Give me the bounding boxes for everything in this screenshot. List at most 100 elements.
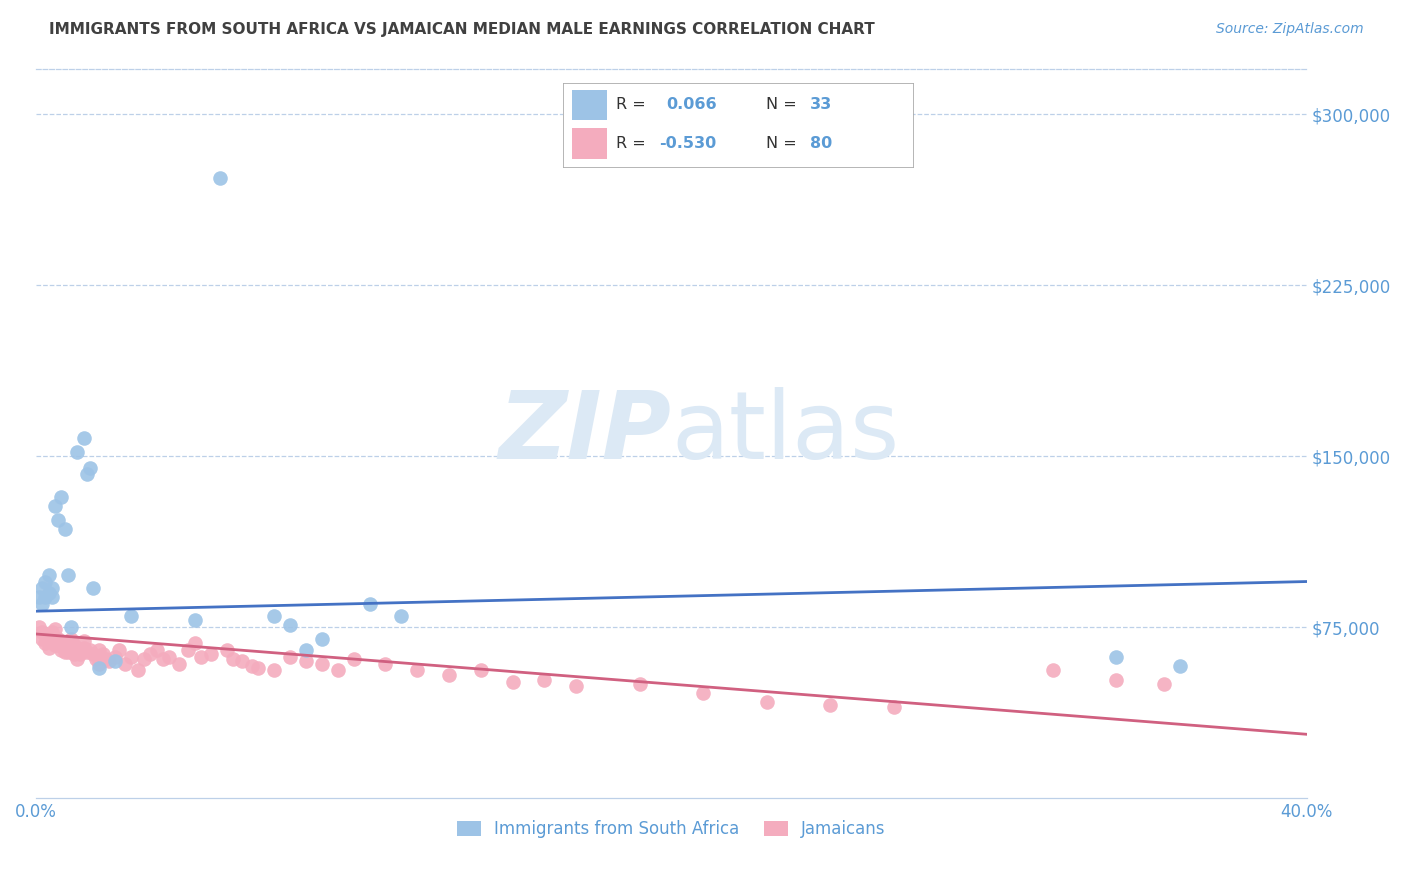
Point [132,652,155,666]
Point [628,677,651,691]
Point [263,664,285,678]
Point [46,513,69,527]
Point [76,467,98,482]
Point [56,639,79,653]
Point [59,632,82,646]
Point [157,649,180,664]
Point [343,652,366,666]
Point [406,664,429,678]
Point [389,608,412,623]
Point [82,648,104,662]
Point [66,643,89,657]
Point [311,632,333,646]
Text: ZIP: ZIP [499,387,672,479]
Text: Source: ZipAtlas.com: Source: ZipAtlas.com [1216,22,1364,37]
Point [692,686,714,700]
Point [502,674,524,689]
Point [38,586,60,600]
Point [69,648,91,662]
Point [51,490,73,504]
Point [240,659,263,673]
Point [72,431,94,445]
Point [1105,673,1128,687]
Point [311,657,333,671]
Point [278,618,301,632]
Point [437,668,460,682]
Point [66,652,89,666]
Point [56,567,79,582]
Point [94,652,117,666]
Text: atlas: atlas [672,387,900,479]
Point [76,645,98,659]
Point [38,567,60,582]
Point [755,695,778,709]
Point [91,648,114,662]
Point [1153,677,1175,691]
Point [533,673,555,687]
Point [53,636,76,650]
Point [104,649,127,664]
Point [41,624,63,639]
Point [98,654,121,668]
Point [31,598,53,612]
Point [51,643,73,657]
Point [72,633,94,648]
Point [44,639,66,653]
Point [46,632,69,646]
Point [44,500,66,514]
Point [59,620,82,634]
Point [46,639,69,653]
Point [34,636,56,650]
Point [63,639,86,653]
Point [53,645,76,659]
Point [222,652,245,666]
Point [89,661,111,675]
Point [31,632,53,646]
Point [565,680,588,694]
Point [1105,649,1128,664]
Point [51,636,73,650]
Point [295,643,318,657]
Point [883,700,905,714]
Point [63,648,86,662]
Point [41,582,63,596]
Point [200,648,222,662]
Point [215,643,238,657]
Point [190,649,212,664]
Point [79,643,101,657]
Point [59,643,82,657]
Point [295,654,318,668]
Point [41,591,63,605]
Point [38,640,60,655]
Point [120,649,142,664]
Point [89,657,111,671]
Point [184,613,207,627]
Point [152,652,174,666]
Point [114,657,136,671]
Point [104,654,127,668]
Point [278,649,301,664]
Point [184,636,207,650]
Point [31,624,53,639]
Point [89,643,111,657]
Point [44,623,66,637]
Point [1168,659,1191,673]
Point [41,633,63,648]
Point [374,657,396,671]
Point [38,629,60,643]
Point [127,664,149,678]
Point [120,608,142,623]
Point [1042,664,1064,678]
Point [66,444,89,458]
Point [28,620,51,634]
Legend: Immigrants from South Africa, Jamaicans: Immigrants from South Africa, Jamaicans [451,814,893,845]
Point [34,591,56,605]
Point [34,574,56,589]
Point [28,591,51,605]
Point [145,643,167,657]
Point [231,654,253,668]
Point [177,643,200,657]
Point [247,661,270,675]
Point [31,582,53,596]
Point [139,648,162,662]
